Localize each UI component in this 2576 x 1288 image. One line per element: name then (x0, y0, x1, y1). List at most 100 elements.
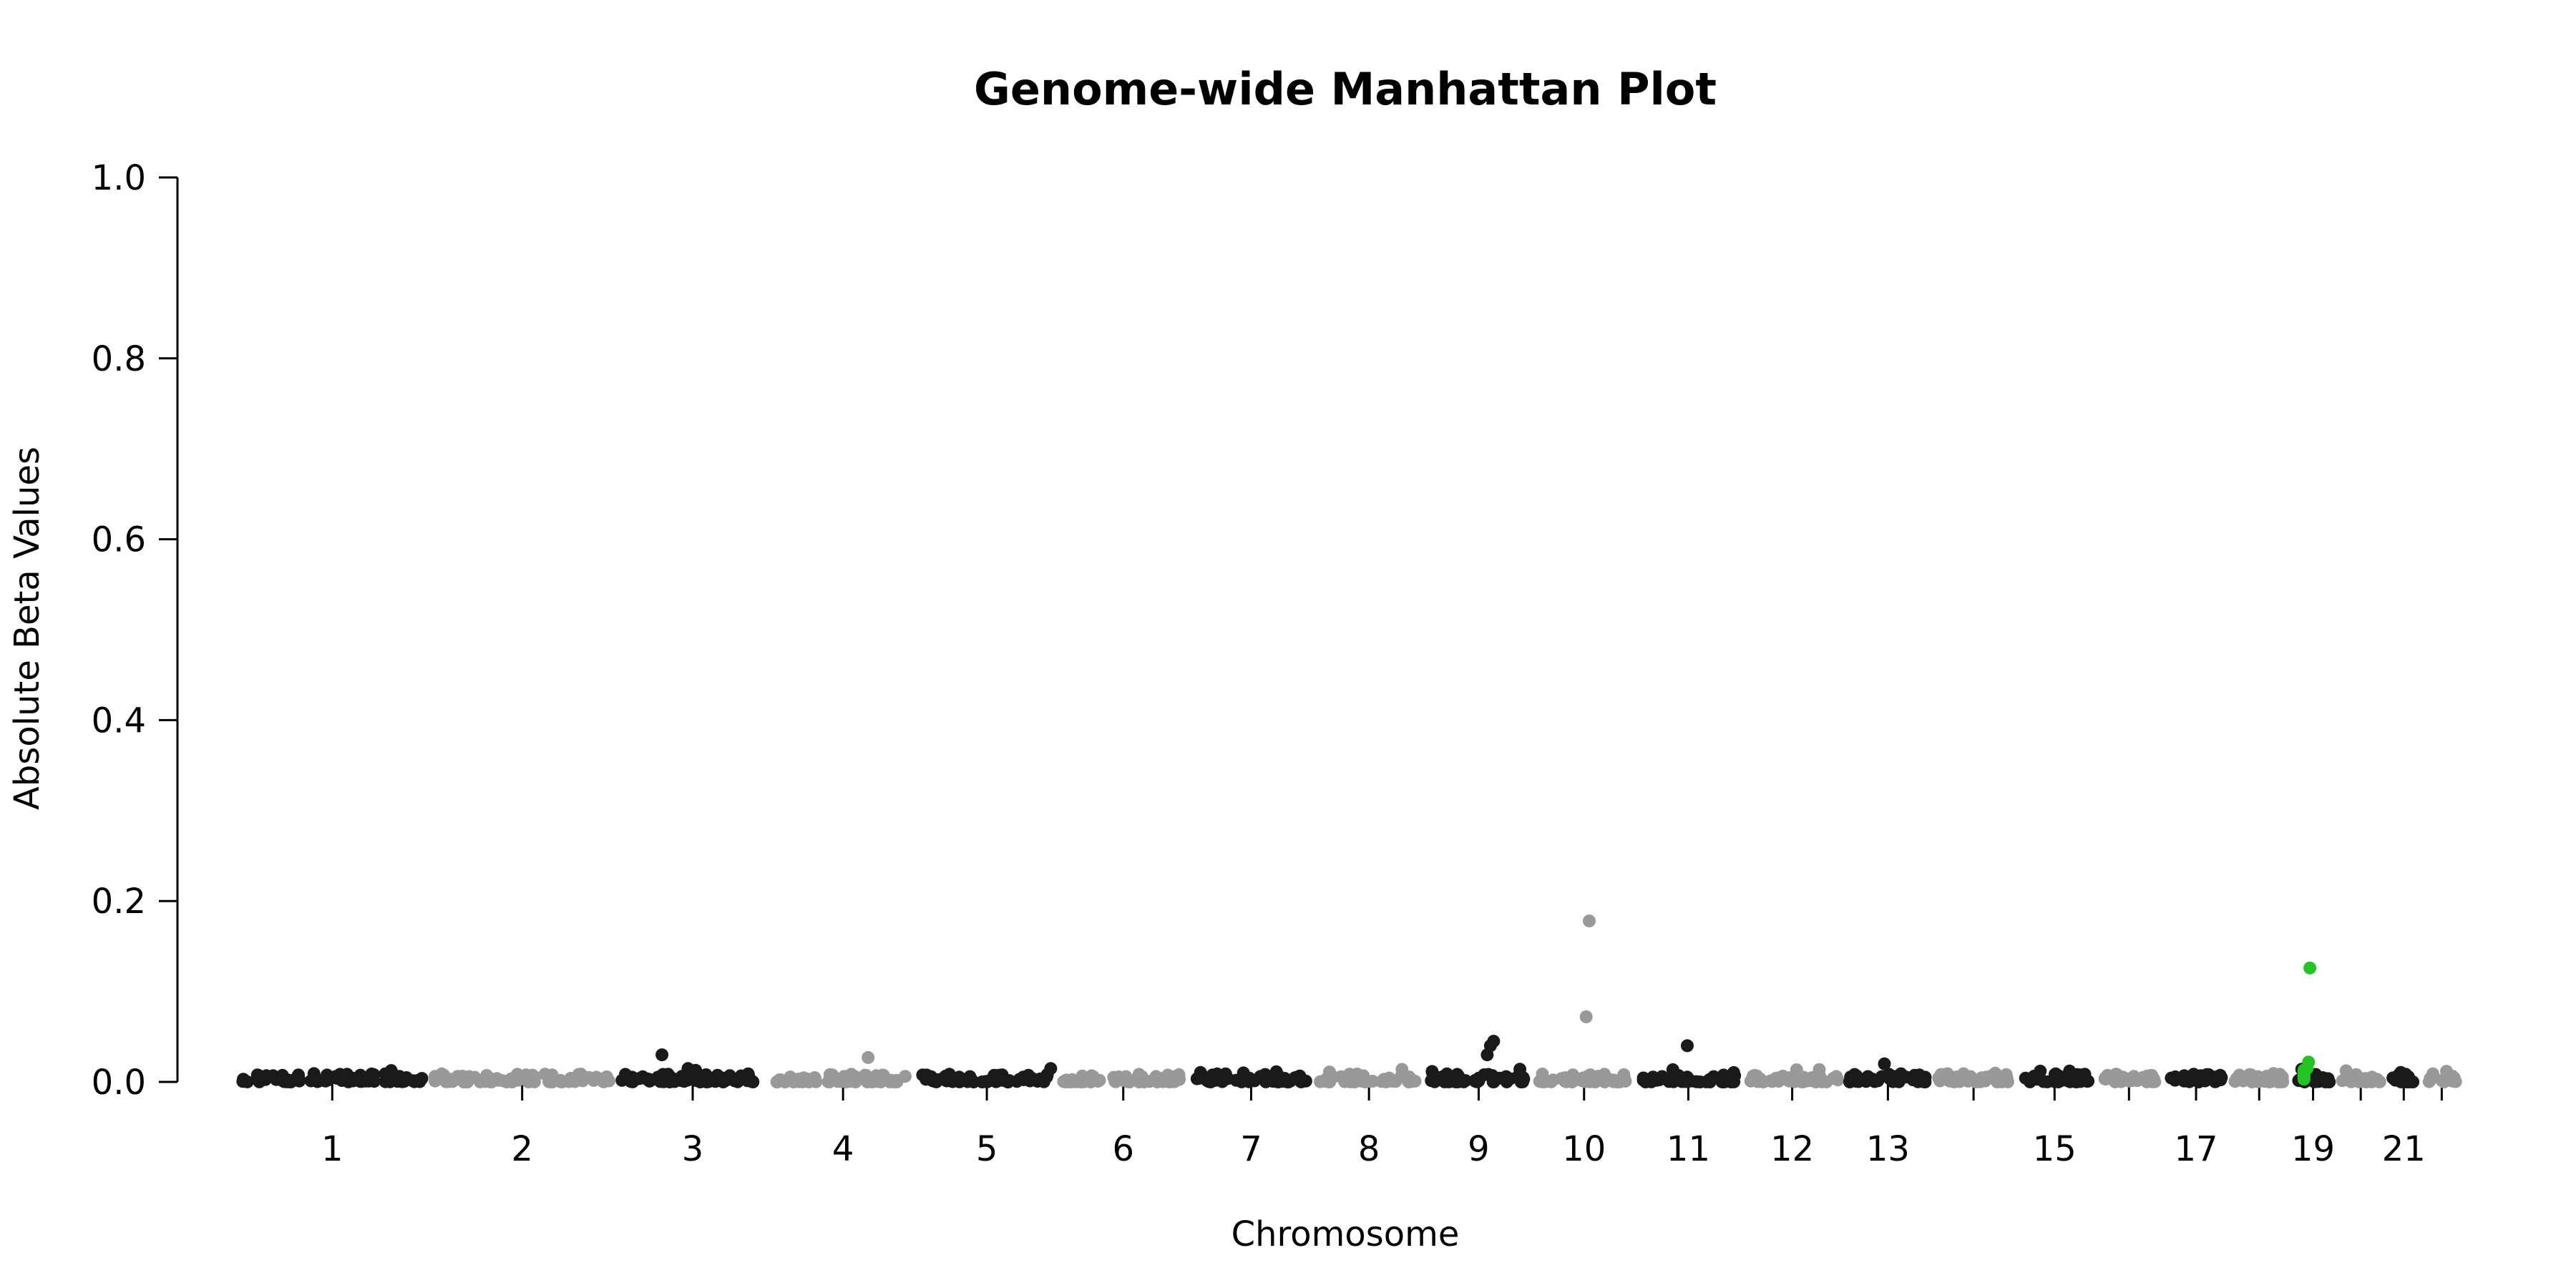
data-point (2440, 1065, 2453, 1078)
data-point (457, 1075, 470, 1088)
data-point (2185, 1073, 2198, 1087)
data-point (1023, 1074, 1037, 1088)
data-point (849, 1075, 862, 1088)
y-tick-label: 0.6 (92, 520, 146, 560)
data-point (1338, 1073, 1352, 1086)
data-point (1245, 1074, 1259, 1087)
data-point (2336, 1074, 2349, 1088)
y-axis: 0.0 0.2 0.4 0.6 0.8 1.0 (92, 158, 179, 1103)
notable-data-point (1480, 1048, 1494, 1062)
data-point (1193, 1071, 1206, 1085)
data-point (1950, 1070, 1963, 1083)
x-tick-label-10: 10 (1562, 1129, 1606, 1169)
data-point (858, 1068, 872, 1082)
data-point (2000, 1071, 2014, 1085)
data-point (2339, 1064, 2353, 1078)
data-point (2129, 1073, 2143, 1087)
data-point (384, 1064, 398, 1078)
x-tick-label-17: 17 (2174, 1129, 2218, 1169)
data-point (1326, 1070, 1340, 1083)
data-point (1503, 1072, 1517, 1085)
data-point (1010, 1075, 1024, 1088)
data-point (447, 1074, 460, 1088)
data-point (381, 1074, 394, 1088)
y-tick-label: 0.2 (92, 882, 146, 922)
data-point (1402, 1073, 1416, 1087)
data-point (2019, 1071, 2032, 1085)
data-point (1290, 1070, 1304, 1084)
data-point (1744, 1074, 1757, 1088)
data-point (734, 1069, 748, 1083)
data-point (823, 1075, 836, 1088)
data-point (888, 1075, 902, 1088)
data-points (236, 914, 2462, 1088)
data-point (1769, 1072, 1782, 1085)
data-point (806, 1073, 819, 1087)
chart-title: Genome-wide Manhattan Plot (974, 63, 1717, 115)
data-point (995, 1068, 1009, 1082)
data-point (2029, 1072, 2042, 1085)
data-point (1883, 1072, 1897, 1085)
data-point (1984, 1070, 1997, 1083)
highlight-data-point (2297, 1063, 2311, 1077)
data-point (2258, 1075, 2272, 1088)
notable-data-point (1583, 914, 1596, 927)
x-tick-label-12: 12 (1770, 1129, 1814, 1169)
data-point (1380, 1075, 1393, 1088)
data-point (645, 1073, 658, 1087)
data-point (545, 1071, 558, 1085)
data-point (1680, 1070, 1694, 1084)
x-tick-label-19: 19 (2291, 1129, 2335, 1169)
data-point (1073, 1075, 1087, 1088)
data-point (2063, 1064, 2077, 1078)
data-point (1596, 1072, 1609, 1085)
x-tick-label-11: 11 (1667, 1129, 1710, 1169)
data-point (2074, 1069, 2087, 1083)
data-point (1108, 1073, 1121, 1086)
x-tick-label-1: 1 (321, 1129, 343, 1169)
x-tick-label-4: 4 (832, 1129, 854, 1169)
data-point (967, 1075, 980, 1088)
data-point (1348, 1075, 1362, 1088)
data-point (1703, 1073, 1717, 1086)
y-tick-label: 0.0 (92, 1063, 146, 1103)
data-point (1785, 1072, 1798, 1085)
x-tick-label-8: 8 (1358, 1129, 1380, 1169)
y-axis-label: Absolute Beta Values (7, 447, 47, 810)
data-point (596, 1074, 610, 1088)
data-point (2399, 1070, 2412, 1083)
y-tick-label: 1.0 (92, 158, 146, 198)
notable-data-point (2303, 961, 2317, 975)
data-point (1040, 1068, 1054, 1081)
x-tick-label-3: 3 (682, 1129, 704, 1169)
data-point (1280, 1074, 1294, 1088)
data-point (946, 1075, 960, 1088)
notable-data-point (862, 1050, 875, 1064)
data-point (1472, 1071, 1485, 1085)
data-point (793, 1075, 806, 1088)
data-point (1121, 1072, 1134, 1085)
data-point (517, 1070, 531, 1083)
data-point (353, 1075, 367, 1088)
data-point (508, 1071, 522, 1085)
data-point (582, 1070, 595, 1084)
data-point (1131, 1070, 1145, 1084)
data-point (1844, 1070, 1858, 1084)
notable-data-point (1681, 1039, 1694, 1053)
data-point (746, 1075, 759, 1088)
y-tick-label: 0.8 (92, 339, 146, 379)
data-point (1914, 1073, 1928, 1087)
data-point (2239, 1072, 2253, 1085)
data-point (429, 1070, 441, 1083)
data-point (2357, 1074, 2371, 1088)
data-point (240, 1075, 254, 1088)
data-point (1513, 1063, 1527, 1076)
data-point (668, 1075, 681, 1088)
data-point (1059, 1075, 1073, 1088)
data-point (1583, 1075, 1596, 1088)
data-point (1211, 1067, 1224, 1080)
data-point (690, 1069, 703, 1083)
data-point (1864, 1073, 1878, 1087)
x-axis-label: Chromosome (1231, 1214, 1460, 1254)
